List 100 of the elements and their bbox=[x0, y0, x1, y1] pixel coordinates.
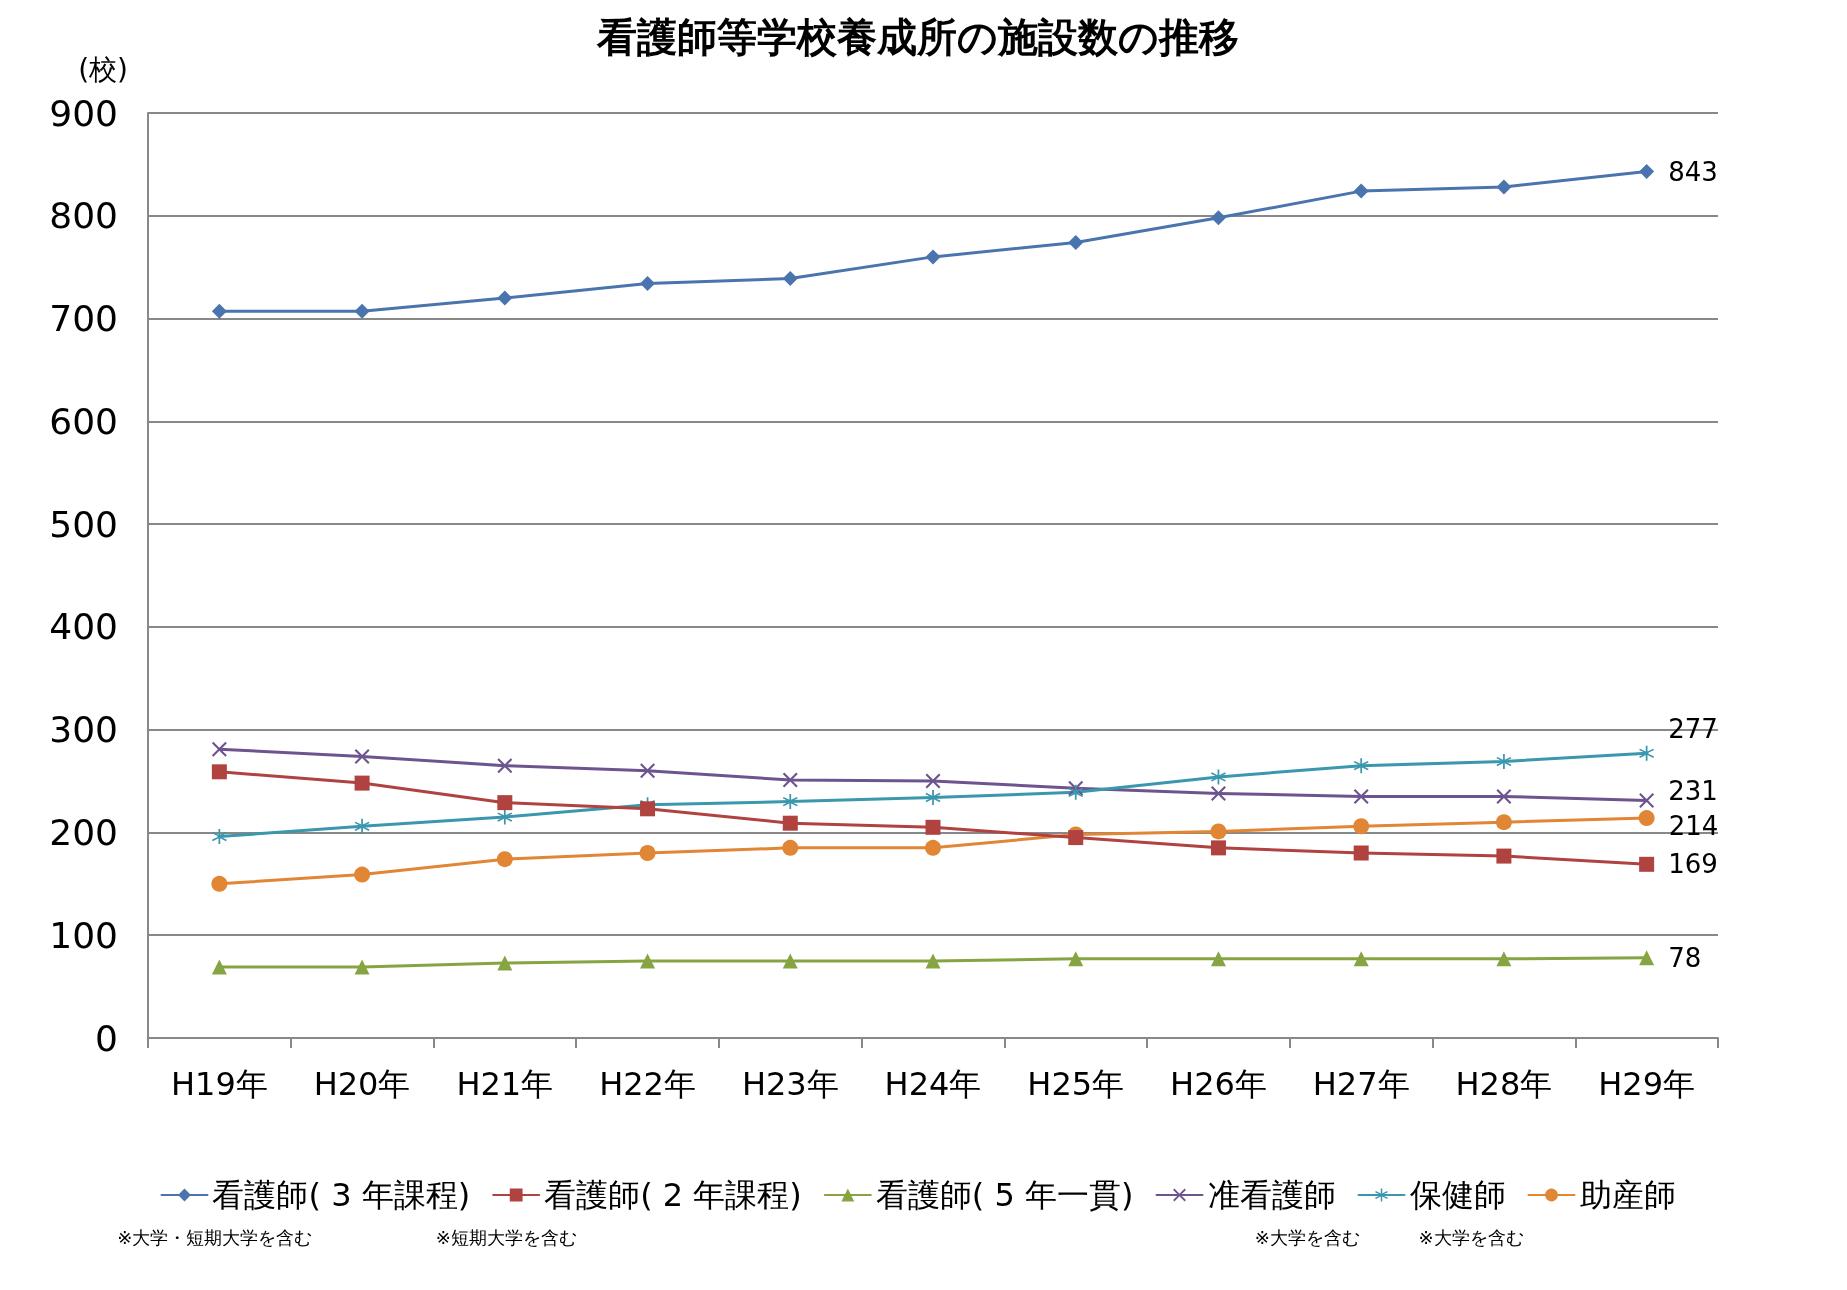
point bbox=[1496, 179, 1512, 195]
y-axis-title: (校) bbox=[78, 52, 128, 86]
point bbox=[497, 758, 513, 774]
y-tick-label: 500 bbox=[49, 503, 118, 545]
point bbox=[1353, 818, 1370, 835]
point bbox=[925, 839, 941, 856]
text: ※短期大学を含む bbox=[435, 1226, 577, 1248]
point bbox=[640, 953, 656, 969]
point bbox=[496, 851, 513, 868]
point bbox=[1210, 823, 1227, 840]
point bbox=[1353, 845, 1369, 861]
point bbox=[211, 875, 228, 892]
legend-label: 看護師( 5 年一貫) bbox=[875, 1176, 1134, 1214]
y-tick-label: 700 bbox=[49, 298, 118, 340]
point bbox=[1639, 745, 1655, 761]
point bbox=[925, 790, 941, 805]
point bbox=[782, 794, 798, 810]
legend-label: 看護師( 3 年課程) bbox=[212, 1176, 471, 1214]
y-tick-label: 300 bbox=[49, 709, 118, 751]
x-tick-label: H22年 bbox=[599, 1065, 696, 1103]
point bbox=[925, 773, 941, 789]
legend-label: 助産師 bbox=[1579, 1176, 1676, 1214]
point bbox=[640, 276, 656, 292]
x-tick-label: H26年 bbox=[1170, 1065, 1267, 1103]
point bbox=[211, 959, 227, 975]
y-tick-label: 900 bbox=[49, 92, 118, 134]
point bbox=[1353, 951, 1369, 967]
point bbox=[354, 818, 370, 834]
point bbox=[1068, 830, 1084, 846]
point bbox=[639, 845, 656, 861]
point bbox=[640, 763, 656, 779]
x-tick-label: H25年 bbox=[1027, 1065, 1125, 1103]
point bbox=[782, 270, 798, 286]
text: ※大学を含む bbox=[1254, 1226, 1360, 1248]
point bbox=[1638, 810, 1655, 827]
x-tick-label: H28年 bbox=[1455, 1065, 1553, 1103]
point bbox=[354, 866, 371, 883]
data-label: 169 bbox=[1668, 849, 1718, 880]
point bbox=[1639, 856, 1655, 872]
point bbox=[354, 303, 370, 319]
point bbox=[1353, 183, 1369, 199]
point bbox=[211, 829, 227, 845]
point bbox=[640, 801, 656, 817]
point bbox=[211, 741, 227, 757]
point bbox=[1639, 950, 1655, 966]
data-label: 231 bbox=[1668, 775, 1718, 806]
point bbox=[1210, 951, 1226, 967]
x-tick-label: H23年 bbox=[741, 1065, 839, 1103]
point bbox=[1210, 840, 1226, 856]
point bbox=[1496, 788, 1512, 804]
point bbox=[497, 795, 513, 811]
data-label: 277 bbox=[1668, 714, 1718, 745]
point bbox=[782, 839, 799, 856]
point bbox=[1639, 793, 1655, 809]
x-tick-label: H20年 bbox=[313, 1065, 411, 1103]
point bbox=[354, 748, 370, 764]
text: ※大学を含む bbox=[1418, 1226, 1524, 1248]
point bbox=[497, 290, 513, 306]
y-tick-label: 100 bbox=[49, 914, 118, 956]
legend-label: 准看護師 bbox=[1207, 1176, 1336, 1214]
y-tick-label: 800 bbox=[49, 195, 118, 237]
y-tick-label: 600 bbox=[49, 400, 118, 442]
x-tick-label: H19年 bbox=[170, 1065, 268, 1103]
point bbox=[354, 775, 370, 791]
data-label: 78 bbox=[1668, 942, 1702, 973]
point bbox=[782, 953, 798, 969]
legend-label: 保健師 bbox=[1409, 1176, 1506, 1214]
point bbox=[1210, 785, 1226, 801]
point bbox=[1496, 754, 1512, 770]
point bbox=[1068, 235, 1084, 250]
point bbox=[1353, 788, 1369, 804]
point bbox=[925, 819, 941, 835]
y-tick-label: 200 bbox=[49, 811, 118, 853]
point bbox=[1496, 951, 1512, 967]
chart-title: 看護師等学校養成所の施設数の推移 bbox=[596, 14, 1239, 60]
y-tick-label: 400 bbox=[49, 606, 118, 648]
point bbox=[354, 959, 370, 975]
point bbox=[497, 809, 513, 825]
point bbox=[497, 955, 513, 971]
point bbox=[1068, 784, 1084, 800]
x-tick-label: H21年 bbox=[456, 1065, 554, 1103]
x-tick-label: H29年 bbox=[1598, 1065, 1696, 1103]
point bbox=[211, 764, 227, 780]
point bbox=[1068, 951, 1084, 967]
x-tick-label: H24年 bbox=[884, 1065, 982, 1103]
point bbox=[925, 249, 941, 265]
x-tick-label: H27年 bbox=[1312, 1065, 1410, 1103]
point bbox=[782, 772, 798, 788]
point bbox=[782, 815, 798, 831]
point bbox=[1496, 848, 1512, 864]
point bbox=[211, 303, 227, 319]
point bbox=[1639, 164, 1655, 180]
point bbox=[1495, 814, 1512, 831]
text: ※大学・短期大学を含む bbox=[117, 1226, 313, 1248]
legend-label: 看護師( 2 年課程) bbox=[544, 1176, 802, 1214]
point bbox=[1353, 758, 1369, 774]
data-label: 214 bbox=[1668, 811, 1719, 842]
point bbox=[1210, 210, 1226, 226]
point bbox=[925, 953, 941, 969]
data-label: 843 bbox=[1668, 156, 1718, 187]
